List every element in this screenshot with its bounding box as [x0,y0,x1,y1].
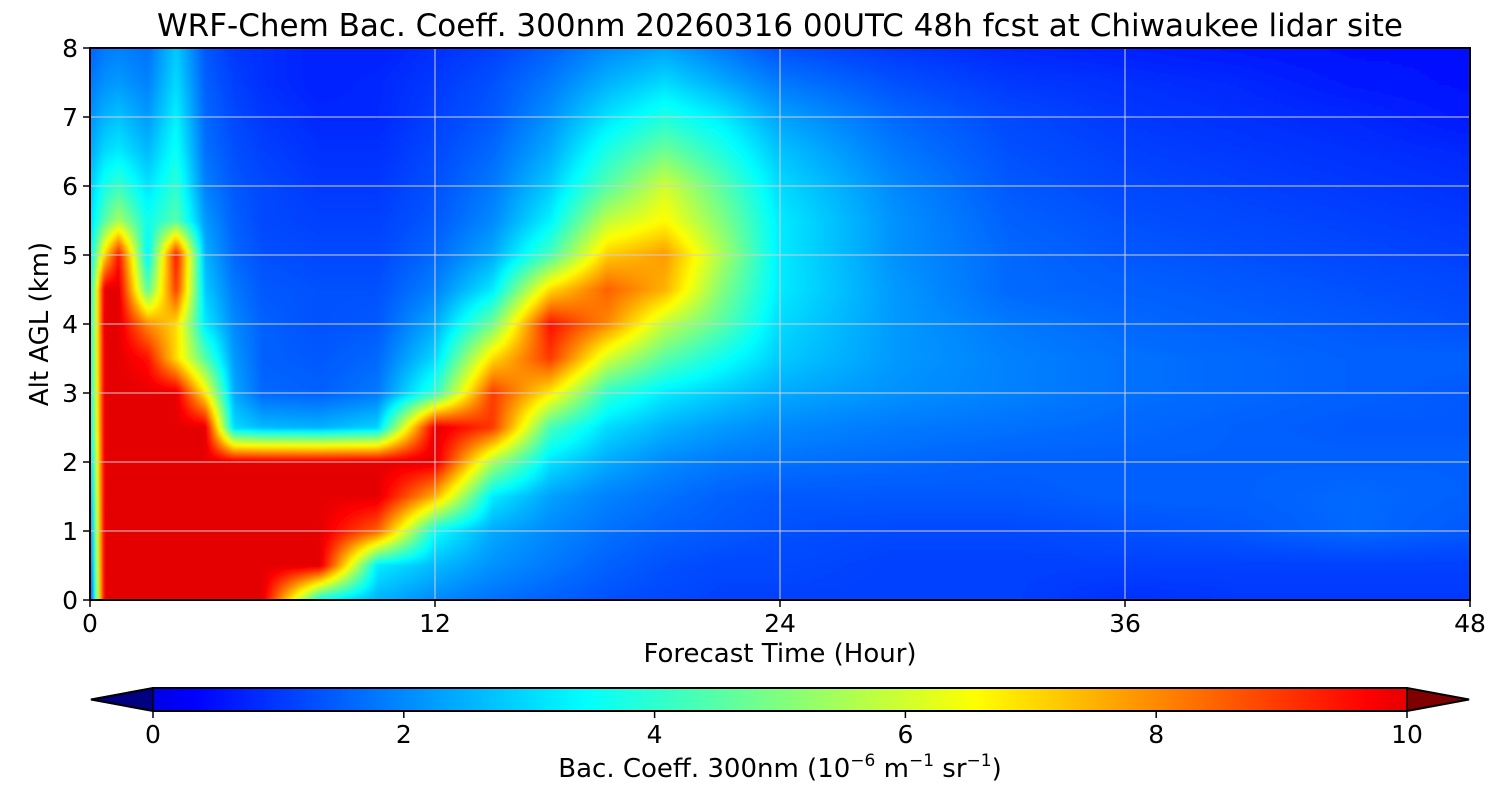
y-tick-label: 8 [62,34,78,63]
colorbar-label: Bac. Coeff. 300nm (10−6 m−1 sr−1) [90,751,1470,785]
colorbar-label-text: sr [934,754,967,784]
colorbar-extend-high [1406,687,1470,712]
y-tick-label: 0 [62,586,78,615]
colorbar-tick-label: 2 [396,720,412,749]
colorbar-label-text: m [875,754,909,784]
colorbar: 0 2 4 6 8 10 [90,687,1470,749]
x-axis-label: Forecast Time (Hour) [643,639,917,669]
x-tick-label: 12 [419,609,451,638]
colorbar-tick-label: 6 [897,720,913,749]
x-tick-label: 24 [764,609,796,638]
colorbar-tick-label: 8 [1148,720,1164,749]
chart-title: WRF-Chem Bac. Coeff. 300nm 20260316 00UT… [157,8,1403,44]
y-axis-label: Alt AGL (km) [25,241,55,407]
y-tick-label: 7 [62,103,78,132]
colorbar-tick-label: 4 [647,720,663,749]
colorbar-gradient [153,688,1407,711]
x-tick-label: 0 [82,609,98,638]
colorbar-ticks: 0 2 4 6 8 10 [145,711,1423,749]
colorbar-label-text: ) [991,754,1002,784]
colorbar-label-text: Bac. Coeff. 300nm (10 [558,754,851,784]
y-tick-label: 3 [62,379,78,408]
colorbar-label-exp: −6 [850,751,876,771]
y-tick-label: 1 [62,517,78,546]
y-tick-label: 6 [62,172,78,201]
grid-lines [90,48,1470,600]
colorbar-label-exp: −1 [908,751,935,771]
colorbar-tick-label: 10 [1391,720,1423,749]
colorbar-tick-label: 0 [145,720,161,749]
y-tick-label: 4 [62,310,78,339]
colorbar-extend-low [90,687,154,712]
y-tick-label: 2 [62,448,78,477]
x-tick-label: 36 [1109,609,1141,638]
colorbar-label-exp: −1 [966,751,992,771]
y-tick-label: 5 [62,241,78,270]
x-tick-label: 48 [1454,609,1486,638]
